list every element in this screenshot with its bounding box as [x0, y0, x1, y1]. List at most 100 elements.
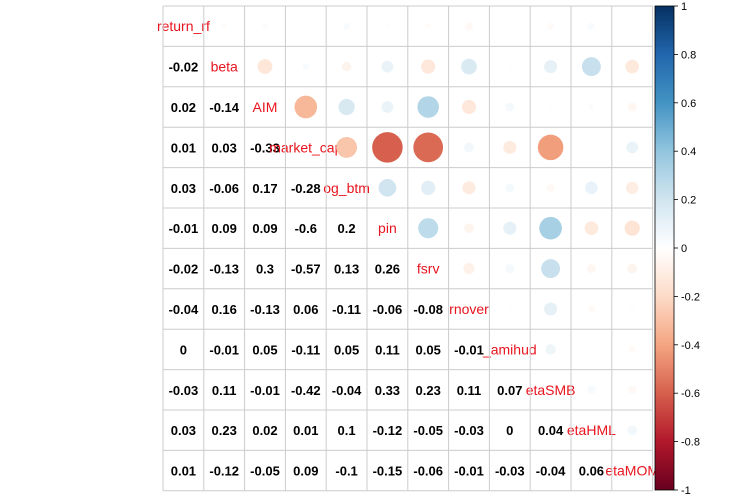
- correlation-circle: [586, 264, 596, 274]
- colorbar-tick-label: 1: [681, 1, 687, 13]
- correlation-value: -0.13: [209, 262, 239, 277]
- correlation-value: -0.02: [169, 262, 199, 277]
- correlation-value: -0.05: [250, 464, 280, 479]
- correlation-circle: [463, 263, 475, 275]
- correlation-value: 0.06: [579, 464, 604, 479]
- diagonal-label: beta: [211, 59, 238, 75]
- correlation-circle: [624, 220, 640, 236]
- correlation-circle: [537, 134, 564, 161]
- correlation-circle: [503, 221, 517, 235]
- correlation-circle: [418, 218, 439, 239]
- correlation-value: 0.23: [416, 383, 441, 398]
- correlation-value: -0.01: [454, 464, 484, 479]
- correlation-value: 0.11: [375, 342, 400, 357]
- correlation-value: -0.12: [373, 423, 403, 438]
- correlation-value: 0.09: [212, 221, 237, 236]
- correlation-value: 0: [506, 423, 513, 438]
- correlation-circle: [541, 259, 561, 279]
- correlation-value: -0.06: [209, 181, 239, 196]
- correlation-value: -0.11: [291, 342, 320, 357]
- correlation-circle: [589, 145, 594, 150]
- correlation-circle: [587, 22, 595, 30]
- correlation-circle: [627, 102, 637, 112]
- correlation-circle: [462, 181, 476, 195]
- matrix-grid: [162, 5, 654, 492]
- correlation-value: -0.57: [291, 262, 321, 277]
- diagonal-label: return_rf: [157, 18, 210, 34]
- correlation-value: 0: [180, 342, 187, 357]
- correlation-value: -0.42: [291, 383, 321, 398]
- correlation-circle: [539, 216, 562, 240]
- correlation-value: 0.06: [293, 302, 318, 317]
- correlation-circle: [544, 302, 558, 316]
- correlation-circle: [378, 178, 397, 197]
- correlation-circle: [461, 58, 477, 75]
- correlation-value: -0.01: [169, 221, 199, 236]
- correlation-value: -0.28: [291, 181, 321, 196]
- correlation-circle: [464, 142, 474, 153]
- correlation-value: 0.05: [416, 342, 441, 357]
- correlation-value: 0.11: [457, 383, 482, 398]
- correlation-circle: [417, 96, 439, 118]
- correlation-circle: [584, 221, 599, 236]
- correlation-circle: [627, 425, 638, 436]
- diagonal-label: market_cap: [269, 139, 342, 155]
- correlation-value: -0.04: [169, 302, 199, 317]
- correlation-circle: [630, 307, 635, 311]
- colorbar: 1 0.8 0.6 0.4 0.2 0 -0.2 -0.4 -0.6 -0.8 -1: [654, 1, 700, 497]
- correlation-circle: [336, 136, 358, 158]
- correlation-value: 0.02: [252, 423, 277, 438]
- diagonal-label: _amihud: [482, 341, 537, 357]
- correlation-value: 0.16: [212, 302, 237, 317]
- correlation-value: 0.05: [252, 342, 277, 357]
- correlation-value: 0.2: [338, 221, 356, 236]
- matrix-cells: return_rf -0.02 beta 0.02 -0.14 AIM 0.01 0.03 -0…: [157, 18, 659, 478]
- diagonal-label: etaSMB: [526, 382, 576, 398]
- correlation-value: 0.03: [171, 423, 196, 438]
- correlation-circle: [461, 99, 477, 115]
- diagonal-label: AIM: [253, 99, 278, 115]
- correlation-value: 0.09: [252, 221, 277, 236]
- correlation-value: -0.15: [373, 464, 403, 479]
- colorbar-gradient: [654, 5, 675, 491]
- colorbar-tick-label: 0: [681, 243, 687, 255]
- correlation-value: -0.13: [250, 302, 280, 317]
- correlation-value: -0.04: [332, 383, 362, 398]
- correlation-circle: [257, 59, 273, 74]
- correlation-value: -0.03: [169, 383, 199, 398]
- correlation-value: 0.01: [171, 464, 196, 479]
- correlation-circle: [338, 98, 355, 116]
- correlation-value: 0.03: [212, 140, 237, 155]
- correlation-value: -0.12: [209, 464, 239, 479]
- correlation-circle: [421, 180, 436, 195]
- correlation-circle: [546, 183, 555, 192]
- correlation-value: -0.01: [454, 342, 484, 357]
- correlation-value: 0.05: [334, 342, 359, 357]
- colorbar-tick-label: 0.6: [681, 98, 696, 110]
- correlation-value: -0.03: [454, 423, 484, 438]
- correlation-circle: [425, 23, 431, 29]
- correlation-circle: [385, 24, 390, 29]
- correlation-circle: [465, 22, 473, 31]
- colorbar-tick-label: -1: [681, 485, 691, 497]
- correlation-value: 0.04: [538, 423, 564, 438]
- correlation-value: 0.01: [293, 423, 318, 438]
- correlation-circle: [302, 63, 310, 71]
- correlation-value: -0.01: [209, 342, 239, 357]
- correlation-circle: [262, 23, 268, 29]
- correlation-circle: [343, 22, 351, 30]
- correlation-circle: [294, 95, 318, 119]
- correlation-value: -0.04: [536, 464, 566, 479]
- correlation-circle: [372, 132, 403, 163]
- correlation-value: 0.11: [212, 383, 237, 398]
- correlation-value: -0.06: [373, 302, 403, 317]
- correlation-circle: [626, 141, 639, 154]
- correlation-value: 0.01: [171, 140, 196, 155]
- correlation-value: -0.03: [495, 464, 525, 479]
- correlation-value: 0.1: [338, 423, 356, 438]
- correlation-circle: [585, 181, 598, 195]
- correlation-value: 0.07: [497, 383, 522, 398]
- correlation-circle: [548, 105, 553, 109]
- correlation-circle: [381, 101, 394, 113]
- diagonal-label: og_btm: [323, 180, 370, 196]
